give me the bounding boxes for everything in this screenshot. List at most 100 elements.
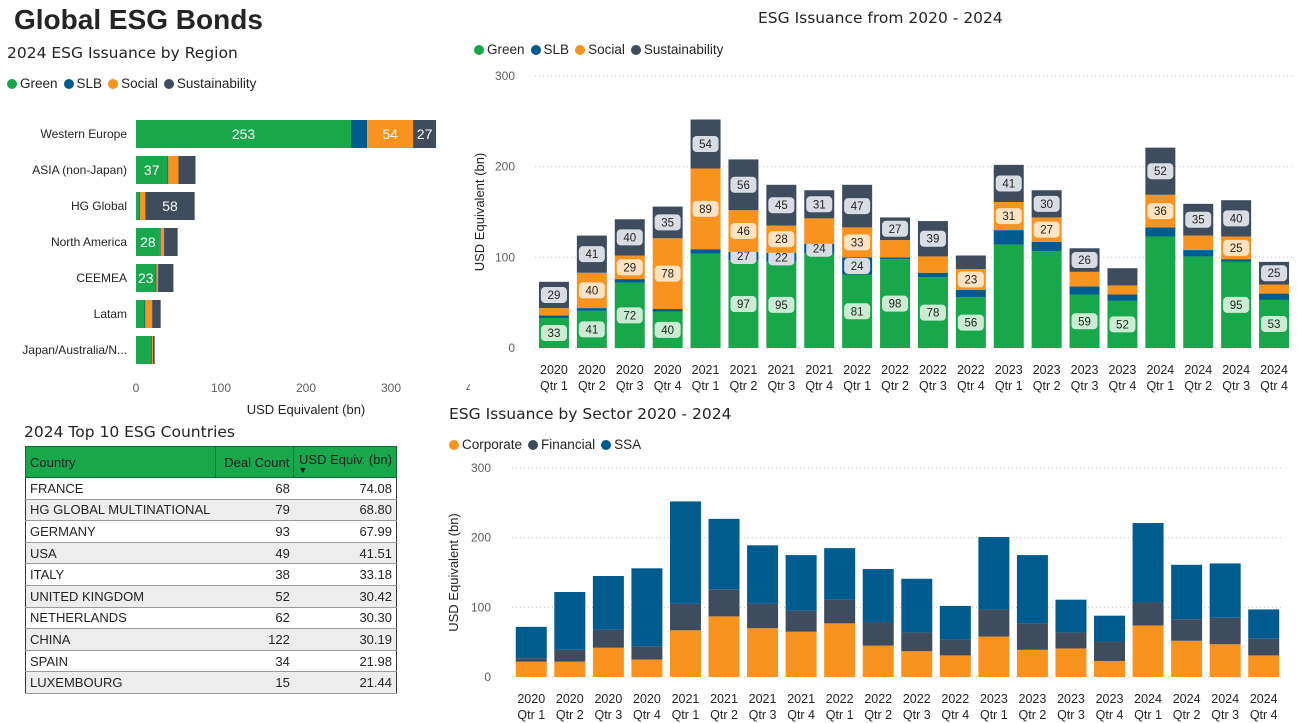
legend-item-corporate[interactable]: Corporate bbox=[449, 437, 522, 452]
table-row[interactable]: LUXEMBOURG 15 21.44 bbox=[25, 671, 397, 694]
bar-financial[interactable] bbox=[1016, 623, 1048, 650]
bar-slb[interactable] bbox=[1259, 293, 1290, 300]
region-bar-social[interactable] bbox=[367, 120, 414, 148]
region-bar-sustainability[interactable] bbox=[145, 192, 195, 220]
region-bar-green[interactable] bbox=[136, 192, 140, 220]
region-bar-social[interactable] bbox=[160, 228, 165, 256]
legend-item-social[interactable]: Social bbox=[108, 76, 158, 91]
bar-ssa[interactable] bbox=[824, 548, 856, 600]
region-bar-social[interactable] bbox=[145, 300, 153, 328]
bar-ssa[interactable] bbox=[939, 605, 971, 640]
bar-ssa[interactable] bbox=[1171, 564, 1203, 620]
bar-ssa[interactable] bbox=[747, 545, 779, 604]
legend-item-ssa[interactable]: SSA bbox=[601, 437, 641, 452]
bar-ssa[interactable] bbox=[862, 569, 894, 622]
bar-financial[interactable] bbox=[1055, 632, 1087, 649]
region-bar-sustainability[interactable] bbox=[164, 228, 178, 256]
bar-slb[interactable] bbox=[538, 315, 569, 319]
bar-social[interactable] bbox=[1069, 271, 1100, 287]
bar-corporate[interactable] bbox=[862, 645, 894, 677]
bar-corporate[interactable] bbox=[978, 636, 1010, 677]
bar-green[interactable] bbox=[993, 244, 1024, 348]
region-bar-slb[interactable] bbox=[155, 264, 157, 292]
legend-item-green[interactable]: Green bbox=[474, 42, 525, 57]
bar-social[interactable] bbox=[917, 256, 948, 273]
region-bar-slb[interactable] bbox=[139, 192, 141, 220]
bar-financial[interactable] bbox=[592, 629, 624, 648]
bar-social[interactable] bbox=[538, 308, 569, 316]
bar-green[interactable] bbox=[804, 253, 835, 348]
region-bar-green[interactable] bbox=[136, 336, 152, 364]
bar-corporate[interactable] bbox=[824, 623, 856, 677]
legend-item-slb[interactable]: SLB bbox=[530, 42, 569, 57]
bar-social[interactable] bbox=[1259, 284, 1290, 294]
region-bar-green[interactable] bbox=[136, 156, 168, 184]
table-row[interactable]: FRANCE 68 74.08 bbox=[25, 477, 397, 500]
region-bar-green[interactable] bbox=[136, 300, 145, 328]
legend-item-sustainability[interactable]: Sustainability bbox=[630, 42, 723, 57]
bar-ssa[interactable] bbox=[1132, 523, 1164, 603]
bar-ssa[interactable] bbox=[1094, 615, 1126, 642]
bar-financial[interactable] bbox=[669, 603, 701, 631]
bar-slb[interactable] bbox=[1031, 241, 1062, 251]
bar-financial[interactable] bbox=[939, 639, 971, 656]
bar-corporate[interactable] bbox=[1171, 640, 1203, 677]
region-bar-slb[interactable] bbox=[167, 156, 169, 184]
bar-corporate[interactable] bbox=[515, 661, 547, 677]
bar-ssa[interactable] bbox=[978, 536, 1010, 610]
region-bar-sustainability[interactable] bbox=[413, 120, 437, 148]
bar-corporate[interactable] bbox=[1055, 648, 1087, 677]
bar-green[interactable] bbox=[1183, 256, 1214, 348]
bar-slb[interactable] bbox=[917, 272, 948, 278]
legend-item-green[interactable]: Green bbox=[7, 76, 58, 91]
legend-item-slb[interactable]: SLB bbox=[63, 76, 102, 91]
bar-social[interactable] bbox=[1107, 285, 1138, 295]
table-row[interactable]: NETHERLANDS 62 30.30 bbox=[25, 607, 397, 630]
bar-financial[interactable] bbox=[901, 632, 933, 652]
bar-slb[interactable] bbox=[993, 230, 1024, 245]
region-bar-slb[interactable] bbox=[151, 336, 153, 364]
header-country[interactable]: Country bbox=[24, 446, 217, 478]
table-row[interactable]: HG GLOBAL MULTINATIONAL 79 68.80 bbox=[25, 499, 397, 522]
bar-ssa[interactable] bbox=[1209, 563, 1241, 618]
bar-corporate[interactable] bbox=[785, 631, 817, 677]
bar-financial[interactable] bbox=[708, 589, 740, 617]
region-bar-social[interactable] bbox=[168, 156, 179, 184]
bar-corporate[interactable] bbox=[1094, 660, 1126, 677]
region-bar-sustainability[interactable] bbox=[158, 264, 174, 292]
table-row[interactable]: UNITED KINGDOM 52 30.42 bbox=[25, 585, 397, 608]
bar-ssa[interactable] bbox=[1248, 609, 1280, 639]
bar-financial[interactable] bbox=[1094, 641, 1126, 661]
bar-corporate[interactable] bbox=[554, 661, 586, 677]
region-bar-slb[interactable] bbox=[159, 228, 161, 256]
header-deal-count[interactable]: Deal Count bbox=[215, 446, 295, 478]
table-row[interactable]: USA 49 41.51 bbox=[25, 542, 397, 565]
bar-slb[interactable] bbox=[955, 289, 986, 298]
bar-corporate[interactable] bbox=[939, 655, 971, 677]
legend-item-sustainability[interactable]: Sustainability bbox=[163, 76, 256, 91]
bar-corporate[interactable] bbox=[669, 630, 701, 677]
bar-financial[interactable] bbox=[554, 649, 586, 662]
region-bar-slb[interactable] bbox=[351, 120, 368, 148]
bar-ssa[interactable] bbox=[554, 592, 586, 650]
bar-social[interactable] bbox=[804, 218, 835, 244]
bar-slb[interactable] bbox=[614, 279, 645, 283]
bar-ssa[interactable] bbox=[1055, 599, 1087, 633]
legend-item-social[interactable]: Social bbox=[575, 42, 625, 57]
bar-financial[interactable] bbox=[978, 609, 1010, 637]
bar-slb[interactable] bbox=[576, 308, 607, 311]
bar-corporate[interactable] bbox=[1132, 625, 1164, 677]
bar-ssa[interactable] bbox=[592, 575, 624, 630]
bar-slb[interactable] bbox=[1107, 294, 1138, 301]
bar-corporate[interactable] bbox=[708, 616, 740, 677]
bar-financial[interactable] bbox=[515, 658, 547, 662]
bar-financial[interactable] bbox=[747, 603, 779, 629]
bar-social[interactable] bbox=[1183, 235, 1214, 251]
table-row[interactable]: CHINA 122 30.19 bbox=[25, 628, 397, 651]
bar-ssa[interactable] bbox=[708, 518, 740, 590]
bar-green[interactable] bbox=[690, 253, 721, 348]
bar-corporate[interactable] bbox=[1016, 649, 1048, 677]
region-bar-green[interactable] bbox=[136, 228, 160, 256]
region-bar-slb[interactable] bbox=[144, 300, 146, 328]
bar-sustainability[interactable] bbox=[1107, 268, 1138, 286]
